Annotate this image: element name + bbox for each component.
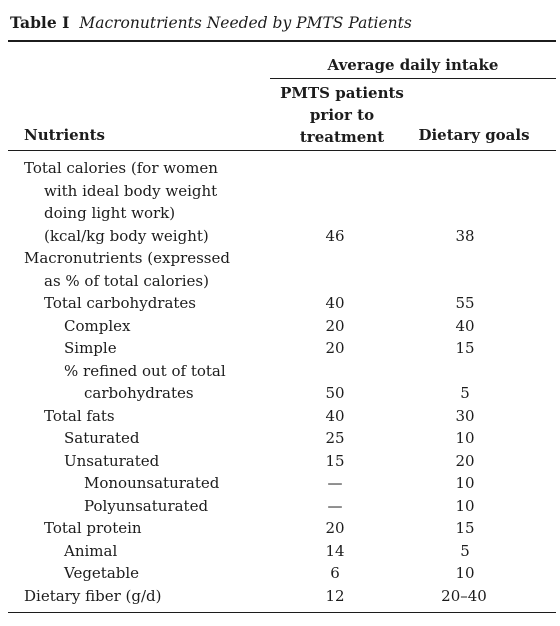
goal-value: 40 [455, 316, 475, 335]
pmts-value: 14 [325, 541, 345, 560]
column-header-goals: Dietary goals [418, 126, 530, 144]
pmts-value: 12 [325, 586, 345, 605]
table-row: Total fats 40 30 [0, 405, 560, 428]
goal-value: 38 [455, 226, 475, 245]
column-header-pmts: PMTS patients prior to treatment [274, 82, 410, 148]
pmts-value: 40 [325, 406, 345, 425]
table-row: % refined out of total [0, 360, 560, 383]
top-rule [8, 40, 556, 42]
table-row: Total carbohydrates 40 55 [0, 292, 560, 315]
table-row: Saturated 25 10 [0, 427, 560, 450]
table-row: (kcal/kg body weight) 46 38 [0, 225, 560, 248]
row-label: Simple [64, 339, 117, 357]
goal-value: 5 [460, 384, 470, 402]
goal-value: 10 [455, 564, 475, 582]
column-header-line: PMTS patients [280, 84, 404, 102]
table-row: Unsaturated 15 20 [0, 450, 560, 473]
row-label: Total fats [44, 406, 115, 425]
table-row: carbohydrates 50 5 [0, 382, 560, 405]
bottom-rule [8, 612, 556, 613]
goal-value: 20 [455, 451, 475, 470]
row-label: Total protein [44, 519, 142, 537]
table-row: with ideal body weight [0, 180, 560, 203]
table-row: Simple 20 15 [0, 337, 560, 360]
table-row: as % of total calories) [0, 270, 560, 293]
row-label: (kcal/kg body weight) [44, 226, 209, 245]
goal-value: 5 [460, 541, 470, 560]
row-label: Total carbohydrates [44, 294, 197, 312]
table-row: doing light work) [0, 202, 560, 225]
table-row: Vegetable 6 10 [0, 562, 560, 585]
pmts-value: 25 [325, 429, 345, 447]
row-label: Animal [64, 541, 118, 560]
pmts-value: 50 [325, 384, 345, 402]
column-header-line: treatment [299, 128, 385, 146]
table-row: Animal 14 5 [0, 540, 560, 563]
goal-value: 55 [455, 294, 475, 312]
table-caption: Macronutrients Needed by PMTS Patients [79, 14, 412, 32]
goal-value: 15 [455, 339, 475, 357]
goal-value: 15 [455, 519, 475, 537]
row-label: Polyunsaturated [84, 496, 209, 515]
table-body: Total calories (for women with ideal body… [0, 157, 560, 607]
row-label: Saturated [64, 429, 140, 447]
pmts-value: 40 [325, 294, 345, 312]
pmts-value: — [327, 496, 343, 515]
goal-value: 10 [455, 474, 475, 492]
row-label: % refined out of total [64, 361, 226, 380]
goal-value: 30 [455, 406, 475, 425]
column-header-nutrients: Nutrients [24, 126, 105, 144]
goal-value: 20–40 [441, 586, 487, 605]
row-label: as % of total calories) [44, 271, 209, 290]
header-rule [8, 150, 556, 151]
table-row: Complex 20 40 [0, 315, 560, 338]
row-label: Macronutrients (expressed [24, 249, 230, 267]
row-label: carbohydrates [84, 384, 194, 402]
pmts-value: 6 [330, 564, 340, 582]
goal-value: 10 [455, 496, 475, 515]
pmts-value: 20 [325, 316, 345, 335]
pmts-value: 15 [325, 451, 345, 470]
goal-value: 10 [455, 429, 475, 447]
row-label: Total calories (for women [24, 159, 218, 177]
span-header: Average daily intake [327, 56, 499, 74]
row-label: Complex [64, 316, 131, 335]
row-label: Monounsaturated [84, 474, 220, 492]
pmts-value: 20 [325, 339, 345, 357]
row-label: doing light work) [44, 204, 176, 222]
table-row: Macronutrients (expressed [0, 247, 560, 270]
pmts-value: 20 [325, 519, 345, 537]
row-label: Vegetable [64, 564, 140, 582]
table-title: Table I Macronutrients Needed by PMTS Pat… [10, 13, 412, 32]
row-label: Unsaturated [64, 451, 160, 470]
pmts-value: — [327, 474, 343, 492]
row-label: with ideal body weight [44, 181, 218, 200]
row-label: Dietary fiber (g/d) [24, 586, 162, 605]
table-row: Total calories (for women [0, 157, 560, 180]
column-header-line: prior to [309, 106, 375, 124]
pmts-value: 46 [325, 226, 345, 245]
table-row: Dietary fiber (g/d) 12 20–40 [0, 585, 560, 608]
table-row: Total protein 20 15 [0, 517, 560, 540]
table-row: Polyunsaturated — 10 [0, 495, 560, 518]
table-row: Monounsaturated — 10 [0, 472, 560, 495]
table-label: Table I [10, 13, 70, 32]
span-header-rule [270, 78, 556, 79]
